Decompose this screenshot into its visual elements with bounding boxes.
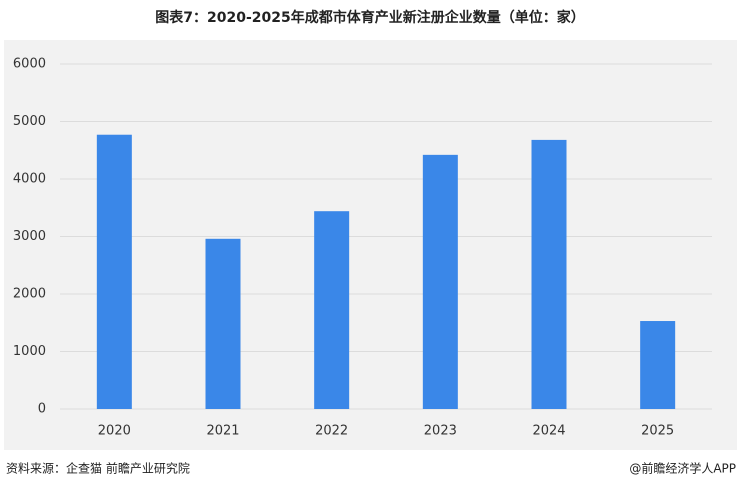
y-tick-label: 4000 [13, 172, 46, 187]
y-tick-label: 6000 [13, 57, 46, 72]
chart-title: 图表7：2020-2025年成都市体育产业新注册企业数量（单位：家） [155, 9, 584, 26]
y-tick-label: 1000 [13, 344, 46, 359]
x-tick-label: 2022 [315, 424, 348, 439]
source: 资料来源：企查猫 前瞻产业研究院 [6, 461, 190, 476]
bar [531, 139, 567, 409]
x-tick-label: 2021 [206, 424, 239, 439]
y-tick-label: 2000 [13, 287, 46, 302]
bar [422, 154, 458, 409]
x-tick-label: 2020 [98, 424, 131, 439]
x-tick-label: 2023 [424, 424, 457, 439]
bar [640, 321, 676, 409]
bar [205, 238, 241, 409]
bar [314, 211, 350, 409]
y-tick-label: 3000 [13, 229, 46, 244]
x-tick-label: 2025 [641, 424, 674, 439]
brand: @前瞻经济学人APP [629, 461, 736, 476]
bar [96, 134, 132, 409]
x-tick-label: 2024 [532, 424, 565, 439]
y-tick-label: 0 [38, 402, 46, 417]
y-tick-label: 5000 [13, 114, 46, 129]
